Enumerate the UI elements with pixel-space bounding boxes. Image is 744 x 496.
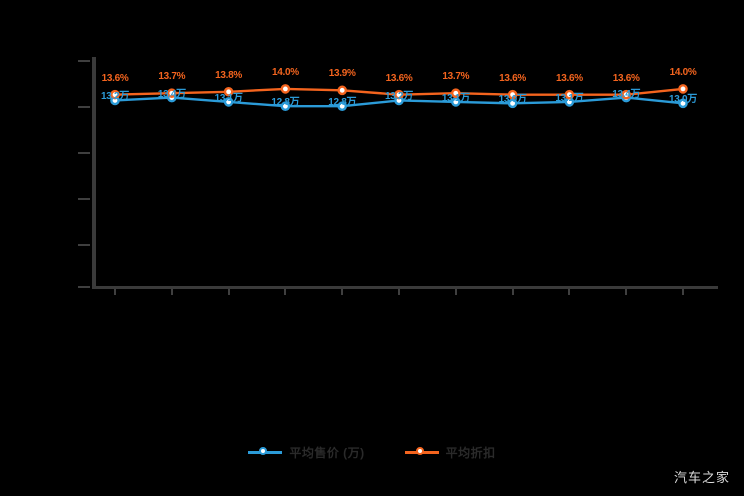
data-label-1-1: 13.7% (158, 71, 186, 83)
data-point-0-2[interactable] (223, 97, 234, 107)
x-tick-4 (341, 289, 344, 295)
x-tick-8 (568, 289, 571, 295)
data-point-1-5[interactable] (394, 89, 404, 100)
data-point-1-2[interactable] (223, 86, 234, 97)
data-point-1-10[interactable] (678, 84, 688, 94)
data-point-1-9[interactable] (621, 89, 632, 100)
data-point-1-7[interactable] (507, 89, 518, 100)
y-tick-5 (78, 286, 90, 288)
data-label-0-8: 13.1万 (555, 92, 584, 104)
y-tick-2 (78, 152, 90, 154)
data-point-0-7[interactable] (507, 98, 518, 109)
data-label-1-6: 13.7% (442, 71, 470, 83)
data-label-1-5: 13.6% (385, 72, 413, 84)
data-label-1-4: 13.9% (328, 68, 356, 80)
data-label-1-7: 13.6% (499, 72, 527, 84)
x-tick-1 (170, 289, 173, 295)
data-point-0-3[interactable] (280, 101, 291, 112)
data-label-1-3: 14.0% (271, 66, 299, 78)
data-point-1-8[interactable] (564, 89, 575, 100)
legend-marker-orange-icon (404, 445, 439, 459)
data-label-0-5: 13.2万 (385, 91, 413, 103)
data-label-1-10: 14.0% (669, 66, 697, 78)
y-tick-0 (78, 60, 90, 62)
data-point-1-6[interactable] (450, 88, 461, 99)
data-point-1-1[interactable] (166, 88, 177, 99)
y-tick-1 (78, 106, 90, 108)
site-watermark: 汽车之家 (673, 470, 730, 485)
x-tick-9 (625, 289, 628, 295)
chart-legend: 平均售价 (万) 平均折扣 (0, 438, 744, 466)
data-label-0-0: 13.2万 (101, 91, 129, 103)
legend-item-1[interactable]: 平均折扣 (404, 444, 496, 461)
data-point-0-6[interactable] (450, 97, 461, 107)
data-label-0-4: 12.8万 (328, 97, 357, 109)
data-label-1-0: 13.6% (101, 72, 129, 84)
x-tick-2 (227, 289, 230, 295)
data-point-1-3[interactable] (280, 84, 291, 94)
x-tick-3 (284, 289, 287, 295)
data-label-0-1: 13.4万 (157, 88, 186, 100)
data-label-1-9: 13.6% (612, 72, 640, 84)
data-point-1-0[interactable] (110, 89, 120, 100)
data-label-0-3: 12.8万 (271, 97, 300, 109)
legend-label-0: 平均售价 (万) (289, 445, 365, 460)
x-tick-5 (398, 289, 400, 295)
data-point-0-4[interactable] (337, 101, 348, 112)
data-label-0-9: 13.4万 (612, 88, 641, 100)
y-tick-3 (78, 198, 90, 200)
x-tick-7 (511, 289, 514, 295)
legend-item-0[interactable]: 平均售价 (万) (248, 444, 364, 461)
legend-label-1: 平均折扣 (445, 445, 496, 460)
data-point-0-10[interactable] (678, 98, 688, 109)
data-label-0-7: 13.0万 (498, 94, 527, 106)
legend-marker-blue-icon (248, 445, 283, 459)
x-tick-10 (682, 289, 684, 295)
data-label-0-10: 13.0万 (669, 94, 697, 106)
data-label-0-2: 13.1万 (214, 92, 243, 104)
y-axis (92, 57, 96, 288)
x-tick-0 (114, 289, 116, 295)
data-label-1-8: 13.6% (555, 72, 583, 84)
x-axis (92, 286, 718, 289)
data-label-1-2: 13.8% (215, 69, 243, 81)
x-tick-6 (454, 289, 457, 295)
data-point-1-4[interactable] (337, 85, 348, 96)
y-tick-4 (78, 244, 90, 246)
data-label-0-6: 13.1万 (441, 92, 470, 104)
